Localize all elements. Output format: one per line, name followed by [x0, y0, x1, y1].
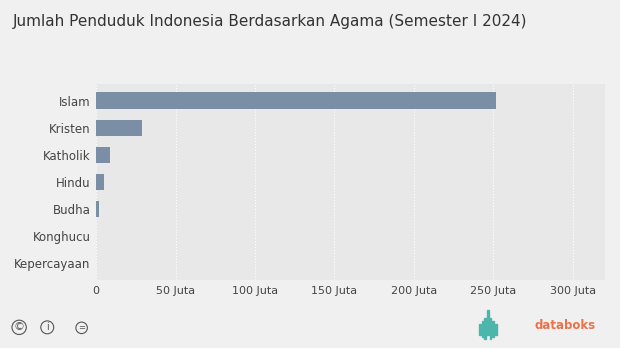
Bar: [96, 174, 104, 190]
Bar: [96, 93, 496, 109]
Bar: [96, 201, 99, 217]
Text: =: =: [78, 323, 85, 332]
Text: i: i: [46, 322, 48, 332]
Text: Jumlah Penduduk Indonesia Berdasarkan Agama (Semester I 2024): Jumlah Penduduk Indonesia Berdasarkan Ag…: [12, 14, 527, 29]
Bar: [96, 120, 142, 136]
Bar: [96, 147, 110, 163]
Text: databoks: databoks: [534, 319, 595, 332]
Text: ©: ©: [14, 322, 25, 332]
